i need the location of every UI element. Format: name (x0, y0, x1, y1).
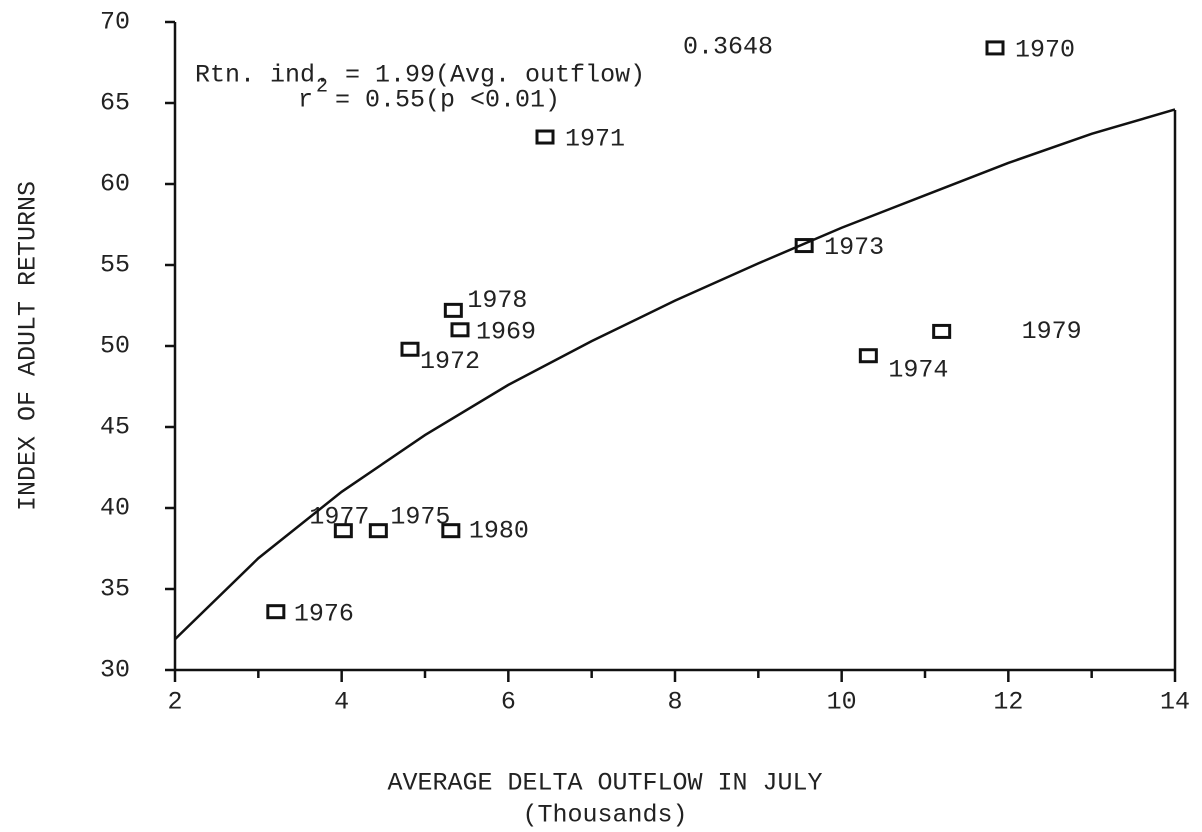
y-tick-label: 35 (100, 575, 130, 604)
point-label: 1979 (1022, 317, 1082, 346)
point-label: 1972 (420, 347, 480, 376)
annotation: = 0.55(p <0.01) (335, 86, 560, 115)
annotation: r (298, 86, 313, 115)
y-tick-label: 60 (100, 170, 130, 199)
y-tick-label: 70 (100, 8, 130, 37)
point-label: 1976 (294, 599, 354, 628)
y-tick-label: 55 (100, 251, 130, 280)
annotation: 2 (316, 75, 328, 98)
point-label: 1978 (467, 286, 527, 315)
y-axis-label: INDEX OF ADULT RETURNS (14, 181, 43, 511)
point-label: 1975 (390, 502, 450, 531)
x-tick-label: 14 (1160, 688, 1190, 717)
y-tick-label: 50 (100, 332, 130, 361)
point-label: 1974 (888, 355, 948, 384)
point (441, 523, 461, 539)
point (368, 523, 388, 539)
x-tick-label: 8 (667, 688, 682, 717)
point (932, 323, 952, 339)
point (858, 348, 878, 364)
point-label: 1970 (1015, 36, 1075, 65)
point-label: 1969 (476, 317, 536, 346)
y-tick-label: 65 (100, 89, 130, 118)
point (535, 129, 555, 145)
point (266, 604, 286, 620)
y-tick-label: 45 (100, 413, 130, 442)
point (400, 341, 420, 357)
x-tick-label: 2 (167, 688, 182, 717)
point (333, 523, 353, 539)
annotation: Rtn. ind. = 1.99(Avg. outflow) (195, 61, 645, 90)
point-label: 1971 (565, 125, 625, 154)
point (794, 238, 814, 254)
x-tick-label: 12 (993, 688, 1023, 717)
point (985, 40, 1005, 56)
x-tick-label: 4 (334, 688, 349, 717)
point-label: 1977 (309, 502, 369, 531)
x-tick-label: 6 (501, 688, 516, 717)
x-axis-label: (Thousands) (522, 801, 687, 830)
x-tick-label: 10 (827, 688, 857, 717)
point (443, 302, 463, 318)
y-tick-label: 40 (100, 494, 130, 523)
y-tick-label: 30 (100, 656, 130, 685)
point-label: 1973 (824, 233, 884, 262)
annotation: 0.3648 (683, 33, 773, 62)
point-label: 1980 (469, 516, 529, 545)
x-axis-label: AVERAGE DELTA OUTFLOW IN JULY (387, 769, 822, 798)
fit-curve (174, 108, 1176, 641)
point (450, 322, 470, 338)
